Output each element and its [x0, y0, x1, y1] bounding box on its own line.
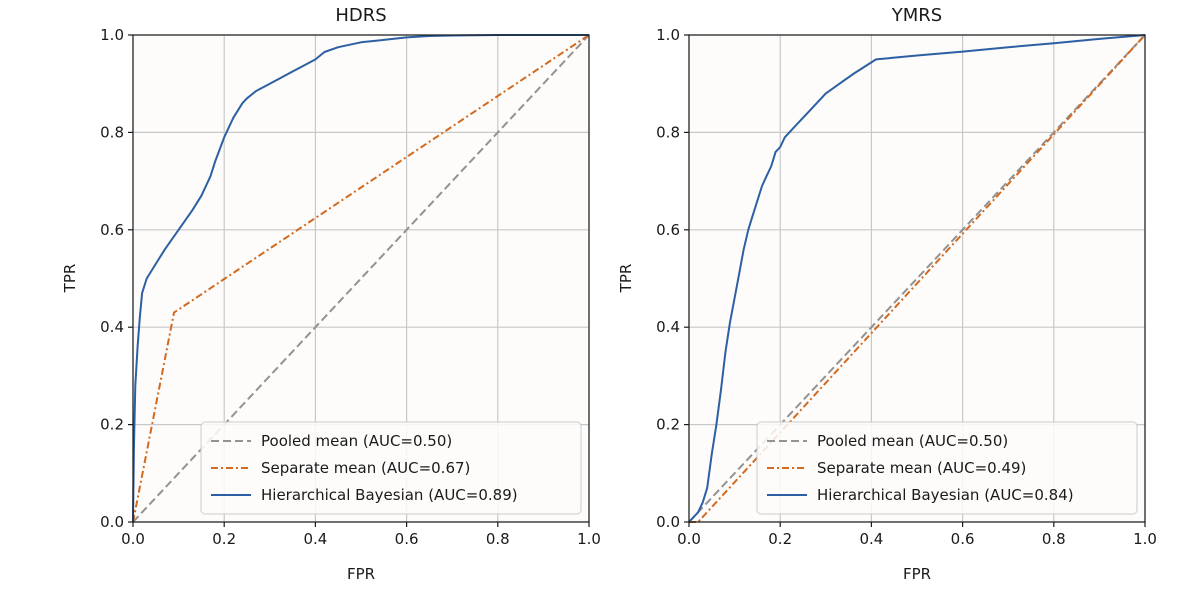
y-tick-label: 0.2	[100, 416, 124, 434]
y-tick-label: 0.0	[100, 513, 124, 531]
panel-title: HDRS	[335, 5, 386, 26]
panel-title: YMRS	[891, 5, 942, 26]
legend-label: Separate mean (AUC=0.67)	[261, 459, 470, 477]
y-tick-label: 0.6	[656, 221, 680, 239]
legend-label: Pooled mean (AUC=0.50)	[817, 432, 1008, 450]
legend-label: Hierarchical Bayesian (AUC=0.89)	[261, 486, 518, 504]
series-line-dashdot	[132, 34, 590, 523]
x-tick-label: 0.2	[212, 530, 236, 548]
x-axis-label: FPR	[903, 565, 931, 583]
y-axis-label: TPR	[617, 264, 635, 294]
x-axis-label: FPR	[347, 565, 375, 583]
x-tick-label: 0.4	[303, 530, 327, 548]
x-tick-label: 0.2	[768, 530, 792, 548]
x-tick-label: 0.4	[859, 530, 883, 548]
x-tick-label: 1.0	[577, 530, 601, 548]
legend-label: Pooled mean (AUC=0.50)	[261, 432, 452, 450]
roc-panel-ymrs: 0.00.0 0.2 0.2 0.4 0.4 0.6 0.6 0.8 0.8 1.0 1.0 Pool…	[617, 5, 1157, 583]
x-tick-label: 0.0	[677, 530, 701, 548]
x-tick-label: 0.0	[121, 530, 145, 548]
y-tick-label: 0.4	[656, 318, 680, 336]
y-axis-label: TPR	[61, 264, 79, 294]
y-tick-label: 0.6	[100, 221, 124, 239]
y-tick-label: 0.8	[656, 123, 680, 141]
y-tick-label: 0.8	[100, 123, 124, 141]
legend-box	[200, 421, 582, 515]
y-tick-label: 0.4	[100, 318, 124, 336]
x-tick-label: 0.8	[1042, 530, 1066, 548]
legend-label: Separate mean (AUC=0.49)	[817, 459, 1026, 477]
x-tick-label: 0.6	[395, 530, 419, 548]
x-tick-label: 0.6	[951, 530, 975, 548]
series-line-solid	[132, 34, 589, 523]
x-tick-label: 1.0	[1133, 530, 1157, 548]
roc-panel-hdrs: 0.00.0 0.2 0.2 0.4 0.4 0.6 0.6 0.8 0.8 1.0 1.0 Pool…	[61, 5, 601, 583]
axes-frame	[132, 34, 590, 523]
axes-frame	[688, 34, 1146, 523]
legend-label: Hierarchical Bayesian (AUC=0.84)	[817, 486, 1074, 504]
legend-box	[756, 421, 1138, 515]
y-tick-label: 1.0	[656, 26, 680, 44]
y-tick-label: 0.0	[656, 513, 680, 531]
y-tick-label: 0.2	[656, 416, 680, 434]
series-line-solid	[688, 34, 1146, 523]
y-tick-label: 1.0	[100, 26, 124, 44]
x-tick-label: 0.8	[486, 530, 510, 548]
